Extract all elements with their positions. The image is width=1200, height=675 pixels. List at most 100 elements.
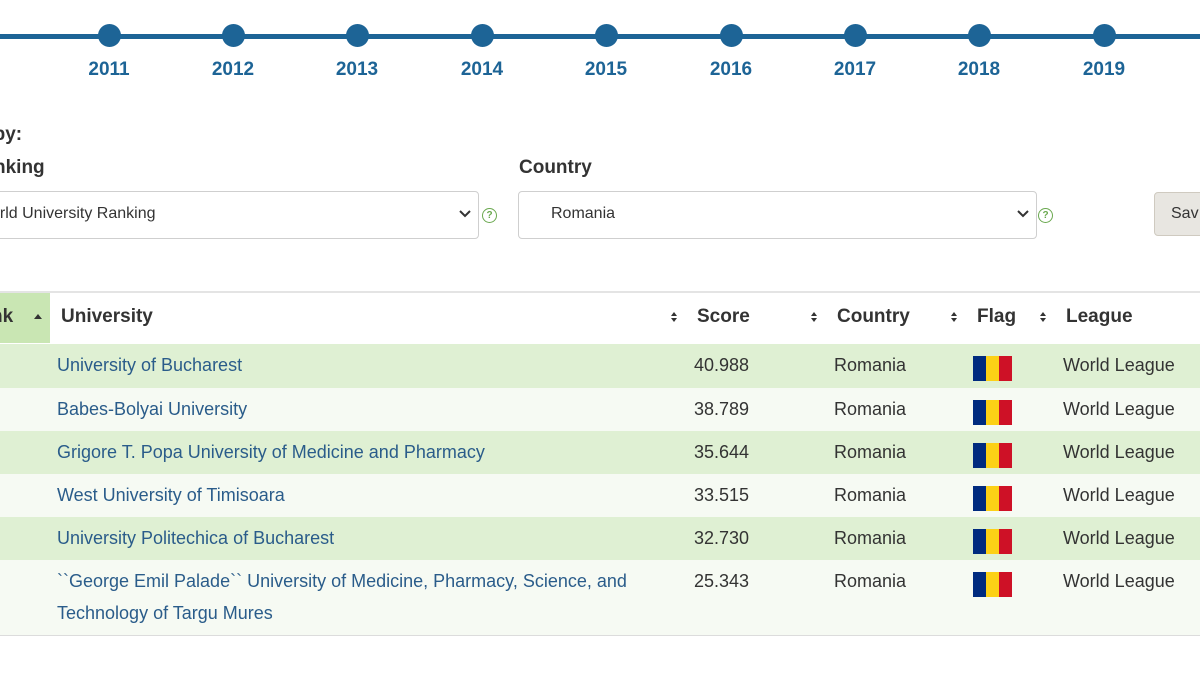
university-link[interactable]: Grigore T. Popa University of Medicine a… bbox=[57, 442, 485, 462]
year-dot bbox=[97, 24, 121, 47]
score-column-header[interactable]: Score bbox=[697, 306, 750, 327]
year-2019[interactable]: 2019 bbox=[1064, 24, 1144, 81]
university-link[interactable]: University of Bucharest bbox=[57, 355, 243, 375]
flag-stripe-blue bbox=[973, 486, 986, 511]
country-cell: Romania bbox=[834, 528, 907, 548]
table-row[interactable]: University of Bucharest 40.988 Romania W… bbox=[0, 344, 1200, 388]
flag-stripe-yellow bbox=[986, 529, 999, 554]
league-cell: World League bbox=[1063, 571, 1175, 591]
chevron-down-icon bbox=[1017, 210, 1029, 218]
sort-icon[interactable] bbox=[950, 311, 958, 323]
year-label: 2019 bbox=[1082, 59, 1126, 80]
university-link[interactable]: ``George Emil Palade`` University of Med… bbox=[57, 571, 627, 623]
year-label: 2018 bbox=[957, 59, 1001, 80]
flag-stripe-blue bbox=[973, 572, 986, 597]
romania-flag-icon bbox=[973, 572, 1012, 597]
year-2013[interactable]: 2013 bbox=[317, 24, 397, 81]
year-dot bbox=[719, 24, 743, 47]
year-2014[interactable]: 2014 bbox=[442, 24, 522, 81]
chevron-down-icon bbox=[459, 210, 471, 218]
country-cell: Romania bbox=[834, 355, 907, 375]
table-row[interactable]: University Politechica of Bucharest 32.7… bbox=[0, 517, 1200, 560]
year-dot bbox=[1092, 24, 1116, 47]
flag-stripe-red bbox=[999, 572, 1012, 597]
year-dot bbox=[221, 24, 245, 47]
table-bottom-border bbox=[0, 635, 1200, 636]
year-dot bbox=[594, 24, 618, 47]
university-link[interactable]: West University of Timisoara bbox=[57, 485, 285, 505]
ranking-select[interactable]: orld University Ranking bbox=[0, 191, 479, 239]
flag-stripe-red bbox=[999, 356, 1012, 381]
table-row[interactable]: ``George Emil Palade`` University of Med… bbox=[0, 560, 1200, 635]
year-dot bbox=[843, 24, 867, 47]
year-2015[interactable]: 2015 bbox=[566, 24, 646, 81]
country-select[interactable]: Romania bbox=[518, 191, 1037, 239]
year-label: 2014 bbox=[460, 59, 504, 80]
score-cell: 32.730 bbox=[694, 528, 750, 548]
league-column-header[interactable]: League bbox=[1066, 306, 1133, 327]
university-link[interactable]: Babes-Bolyai University bbox=[57, 399, 248, 419]
year-2016[interactable]: 2016 bbox=[691, 24, 771, 81]
year-label: 2011 bbox=[88, 59, 130, 80]
year-label: 2017 bbox=[833, 59, 877, 80]
romania-flag-icon bbox=[973, 486, 1012, 511]
ranking-select-value: orld University Ranking bbox=[0, 205, 156, 222]
flag-stripe-yellow bbox=[986, 400, 999, 425]
country-help-icon[interactable]: ? bbox=[1038, 208, 1053, 223]
flag-stripe-red bbox=[999, 529, 1012, 554]
country-select-value: Romania bbox=[551, 205, 616, 222]
year-label: 2013 bbox=[335, 59, 379, 80]
league-cell: World League bbox=[1063, 485, 1175, 505]
romania-flag-icon bbox=[973, 529, 1012, 554]
year-2017[interactable]: 2017 bbox=[815, 24, 895, 81]
save-button[interactable]: Sav bbox=[1154, 192, 1200, 236]
table-header: nk University Score Country Flag League bbox=[0, 293, 1200, 343]
flag-stripe-red bbox=[999, 400, 1012, 425]
flag-stripe-yellow bbox=[986, 356, 999, 381]
score-cell: 40.988 bbox=[694, 355, 750, 375]
table-row[interactable]: Grigore T. Popa University of Medicine a… bbox=[0, 431, 1200, 474]
flag-stripe-yellow bbox=[986, 443, 999, 468]
score-cell: 35.644 bbox=[694, 442, 750, 462]
flag-stripe-blue bbox=[973, 400, 986, 425]
year-label: 2015 bbox=[584, 59, 628, 80]
year-2011[interactable]: 2011 bbox=[69, 24, 149, 81]
table-top-border bbox=[0, 291, 1200, 293]
flag-stripe-red bbox=[999, 486, 1012, 511]
ranking-help-icon[interactable]: ? bbox=[482, 208, 497, 223]
romania-flag-icon bbox=[973, 356, 1012, 381]
year-2018[interactable]: 2018 bbox=[939, 24, 1019, 81]
country-cell: Romania bbox=[834, 485, 907, 505]
flag-column-header[interactable]: Flag bbox=[977, 306, 1017, 327]
romania-flag-icon bbox=[973, 400, 1012, 425]
country-label: Country bbox=[519, 157, 592, 178]
year-timeline: 0 2011 2012 2013 2014 2015 2016 2017 bbox=[0, 0, 1200, 100]
country-cell: Romania bbox=[834, 399, 907, 419]
year-2012[interactable]: 2012 bbox=[193, 24, 273, 81]
sort-icon[interactable] bbox=[810, 311, 818, 323]
country-column-header[interactable]: Country bbox=[837, 306, 910, 327]
year-dot bbox=[967, 24, 991, 47]
score-cell: 38.789 bbox=[694, 399, 750, 419]
sort-icon[interactable] bbox=[670, 311, 678, 323]
year-2010[interactable]: 0 bbox=[0, 24, 25, 81]
country-cell: Romania bbox=[834, 571, 907, 591]
table-row[interactable]: West University of Timisoara 33.515 Roma… bbox=[0, 474, 1200, 517]
flag-stripe-yellow bbox=[986, 572, 999, 597]
flag-stripe-blue bbox=[973, 443, 986, 468]
country-cell: Romania bbox=[834, 442, 907, 462]
year-dot bbox=[470, 24, 494, 47]
year-dot bbox=[345, 24, 369, 47]
flag-stripe-blue bbox=[973, 356, 986, 381]
rank-column-header[interactable]: nk bbox=[0, 293, 50, 343]
year-label: 2016 bbox=[709, 59, 753, 80]
table-row[interactable]: Babes-Bolyai University 38.789 Romania W… bbox=[0, 388, 1200, 431]
year-label: 0 bbox=[0, 59, 25, 81]
university-column-header[interactable]: University bbox=[61, 306, 153, 327]
score-cell: 33.515 bbox=[694, 485, 750, 505]
university-link[interactable]: University Politechica of Bucharest bbox=[57, 528, 335, 548]
ranking-label: nking bbox=[0, 157, 45, 178]
romania-flag-icon bbox=[973, 443, 1012, 468]
year-label: 2012 bbox=[211, 59, 255, 80]
sort-icon[interactable] bbox=[1039, 311, 1047, 323]
